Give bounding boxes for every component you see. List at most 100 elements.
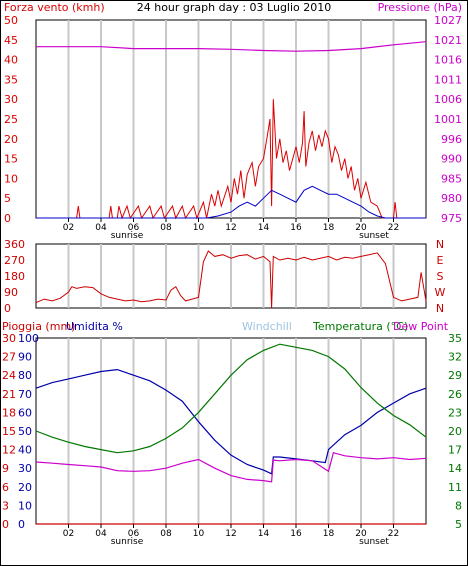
windchill-label: Windchill xyxy=(242,320,292,333)
wind-y-tick-label: 10 xyxy=(4,172,18,185)
pressure-y-tick-label: 1006 xyxy=(434,93,462,106)
series-pressure xyxy=(36,41,427,52)
pressure-y-tick-label: 975 xyxy=(441,212,462,225)
pressure-y-tick-label: 1011 xyxy=(434,73,462,86)
main-x-tick-label: 08 xyxy=(160,529,172,539)
rain-y-tick-label: 12 xyxy=(2,444,16,457)
main-x-tick-label: 02 xyxy=(63,529,74,539)
wind-y-tick-label: 30 xyxy=(4,93,18,106)
wind-y-tick-label: 50 xyxy=(4,14,18,27)
pressure-y-tick-label: 1001 xyxy=(434,113,462,126)
wind-x-tick-label: 20 xyxy=(355,223,367,233)
pressure-y-tick-label: 985 xyxy=(441,172,462,185)
rain-y-tick-label: 0 xyxy=(2,518,9,531)
wind-x-tick-label: 02 xyxy=(63,223,74,233)
wind-x-tick-label: 10 xyxy=(193,223,205,233)
main-x-tick-label: 10 xyxy=(193,529,205,539)
pressure-y-tick-label: 1021 xyxy=(434,34,462,47)
pressure-y-tick-label: 980 xyxy=(441,192,462,205)
direction-y-tick-label: 180 xyxy=(4,270,25,283)
humidity-y-tick-label: 20 xyxy=(18,481,32,494)
main-x-sunrise-label: sunrise xyxy=(111,537,144,547)
direction-y-tick-label: 270 xyxy=(4,254,25,267)
wind-y-tick-label: 35 xyxy=(4,73,18,86)
wind-x-sunrise-label: sunrise xyxy=(111,231,144,241)
wind-y-tick-label: 15 xyxy=(4,153,18,166)
wind-x-tick-label: 18 xyxy=(323,223,335,233)
pressure-y-tick-label: 1016 xyxy=(434,54,462,67)
pressure-y-tick-label: 990 xyxy=(441,153,462,166)
temperature-y-tick-label: 32 xyxy=(448,351,462,364)
humidity-y-tick-label: 70 xyxy=(18,388,32,401)
rain-y-tick-label: 15 xyxy=(2,425,16,438)
series-avg xyxy=(36,185,426,219)
temperature-y-tick-label: 8 xyxy=(455,499,462,512)
wind-x-tick-label: 14 xyxy=(258,223,270,233)
series-temperature xyxy=(35,343,427,454)
wind-x-sunset-label: sunset xyxy=(359,231,389,241)
main-x-tick-label: 14 xyxy=(258,529,270,539)
series-dewpoint xyxy=(35,451,427,483)
direction-y-tick-label: 0 xyxy=(4,302,11,315)
direction-y-tick-label: 360 xyxy=(4,238,25,251)
humidity-y-tick-label: 80 xyxy=(18,369,32,382)
compass-y-tick-label: E xyxy=(437,254,444,267)
wind-x-tick-label: 22 xyxy=(388,223,399,233)
wind-axis-label: Forza vento (kmh) xyxy=(4,1,105,14)
main-x-tick-label: 04 xyxy=(95,529,107,539)
chart-title: 24 hour graph day : 03 Luglio 2010 xyxy=(137,1,332,14)
humidity-y-tick-label: 50 xyxy=(18,425,32,438)
wind-x-tick-label: 12 xyxy=(225,223,236,233)
main-x-tick-label: 12 xyxy=(225,529,236,539)
humidity-y-tick-label: 60 xyxy=(18,406,32,419)
compass-y-tick-label: N xyxy=(436,302,444,315)
rain-y-tick-label: 24 xyxy=(2,369,16,382)
pressure-y-tick-label: 1027 xyxy=(434,14,462,27)
wind-y-tick-label: 0 xyxy=(4,212,11,225)
temperature-y-tick-label: 26 xyxy=(448,388,462,401)
temperature-y-tick-label: 23 xyxy=(448,406,462,419)
wind-x-tick-label: 04 xyxy=(95,223,107,233)
temperature-y-tick-label: 20 xyxy=(448,425,462,438)
wind-x-tick-label: 16 xyxy=(290,223,302,233)
rain-y-tick-label: 21 xyxy=(2,388,16,401)
humidity-y-tick-label: 90 xyxy=(18,351,32,364)
main-x-tick-label: 16 xyxy=(290,529,302,539)
main-x-tick-label: 18 xyxy=(323,529,335,539)
series-direction xyxy=(35,250,427,309)
dewpoint-label: Dew Point xyxy=(393,320,449,333)
temperature-y-tick-label: 35 xyxy=(448,332,462,345)
rain-y-tick-label: 9 xyxy=(2,462,9,475)
temperature-y-tick-label: 11 xyxy=(448,481,462,494)
rain-y-tick-label: 18 xyxy=(2,406,16,419)
humidity-y-tick-label: 0 xyxy=(18,518,25,531)
humidity-y-tick-label: 10 xyxy=(18,499,32,512)
rain-y-tick-label: 30 xyxy=(2,332,16,345)
main-x-tick-label: 22 xyxy=(388,529,399,539)
compass-y-tick-label: S xyxy=(437,270,444,283)
rain-axis-label: Pioggia (mm) xyxy=(2,320,75,333)
temperature-y-tick-label: 5 xyxy=(455,518,462,531)
series-humidity xyxy=(35,368,427,475)
wind-x-tick-label: 06 xyxy=(128,223,140,233)
humidity-y-tick-label: 40 xyxy=(18,444,32,457)
wind-y-tick-label: 25 xyxy=(4,113,18,126)
compass-y-tick-label: W xyxy=(435,286,446,299)
wind-y-tick-label: 20 xyxy=(4,133,18,146)
main-x-sunset-label: sunset xyxy=(359,537,389,547)
temperature-axis-label: Temperatura (°C) xyxy=(312,320,408,333)
series-gust xyxy=(36,99,426,220)
temperature-y-tick-label: 14 xyxy=(448,462,462,475)
temperature-y-tick-label: 29 xyxy=(448,369,462,382)
compass-y-tick-label: N xyxy=(436,238,444,251)
pressure-axis-label: Pressione (hPa) xyxy=(378,1,462,14)
direction-y-tick-label: 90 xyxy=(4,286,18,299)
rain-y-tick-label: 3 xyxy=(2,499,9,512)
humidity-y-tick-label: 30 xyxy=(18,462,32,475)
pressure-y-tick-label: 996 xyxy=(441,133,462,146)
rain-y-tick-label: 6 xyxy=(2,481,9,494)
wind-y-tick-label: 40 xyxy=(4,54,18,67)
rain-y-tick-label: 27 xyxy=(2,351,16,364)
wind-y-tick-label: 5 xyxy=(4,192,11,205)
